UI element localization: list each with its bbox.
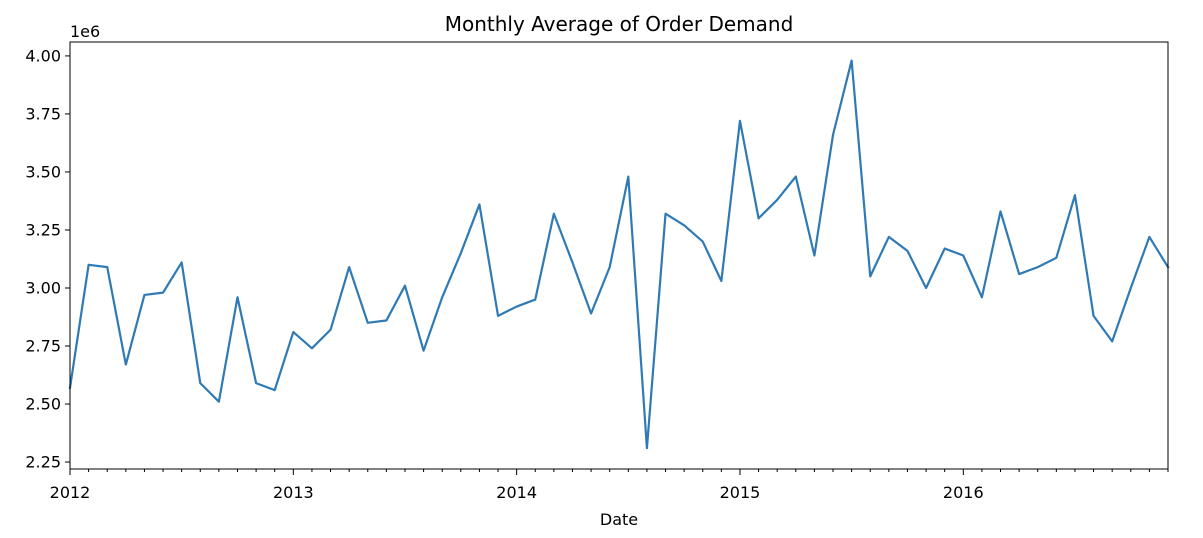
y-tick-label: 3.25 (25, 220, 61, 239)
series-line (68, 59, 1170, 450)
y-axis-offset-label: 1e6 (70, 22, 100, 41)
x-axis-label: Date (600, 510, 638, 529)
y-tick-label: 2.75 (25, 337, 61, 356)
x-axis: 2012 2013 2014 2015 2016 (50, 469, 1169, 502)
chart-title: Monthly Average of Order Demand (445, 12, 794, 36)
y-tick-label: 4.00 (25, 46, 61, 65)
y-axis: 2.25 2.50 2.75 3.00 3.25 3.50 3.75 4.00 (25, 46, 70, 472)
y-tick-label: 2.25 (25, 453, 61, 472)
y-tick-label: 3.75 (25, 104, 61, 123)
x-tick-label: 2014 (496, 483, 537, 502)
x-tick-label: 2015 (720, 483, 761, 502)
series-group (68, 59, 1170, 450)
x-tick-label: 2012 (50, 483, 91, 502)
x-tick-label: 2016 (943, 483, 984, 502)
x-tick-label: 2013 (273, 483, 314, 502)
y-tick-label: 2.50 (25, 395, 61, 414)
y-tick-label: 3.00 (25, 278, 61, 297)
y-tick-label: 3.50 (25, 162, 61, 181)
plot-area-frame (69, 41, 1169, 470)
